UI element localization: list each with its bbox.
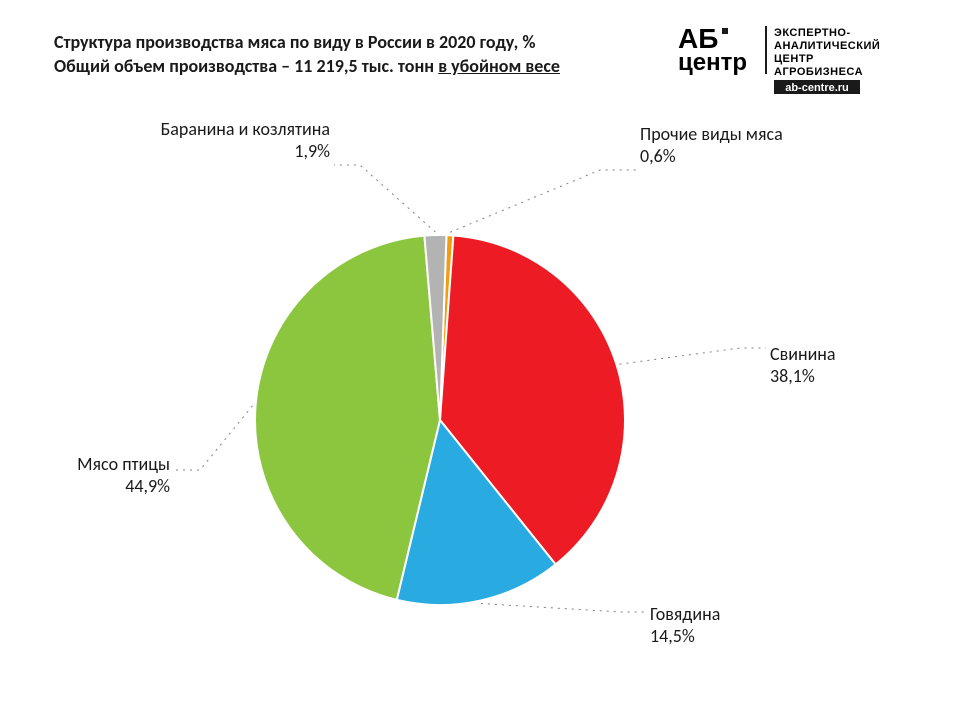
- leader-line: [450, 170, 636, 232]
- logo-dot-icon: [722, 28, 728, 34]
- logo-tag-4: АГРОБИЗНЕСА: [774, 66, 863, 78]
- slice-label-name: Прочие виды мяса: [640, 123, 783, 145]
- slice-label-pct: 14,5%: [650, 625, 695, 647]
- slice-label-name: Баранина и козлятина: [161, 118, 330, 140]
- logo: АБ центр ЭКСПЕРТНО- АНАЛИТИЧЕСКИЙ ЦЕНТР …: [678, 22, 928, 86]
- slice-label-pct: 0,6%: [640, 145, 676, 167]
- chart-title-line2: Общий объем производства – 11 219,5 тыс.…: [54, 54, 560, 78]
- logo-tag-1: ЭКСПЕРТНО-: [774, 27, 851, 39]
- page: Структура производства мяса по виду в Ро…: [0, 0, 960, 720]
- logo-tag-3: ЦЕНТР: [774, 53, 814, 65]
- chart-title-line1: Структура производства мяса по виду в Ро…: [54, 30, 560, 54]
- leader-line: [334, 165, 435, 232]
- logo-word: центр: [678, 49, 747, 76]
- pie-chart: Прочие виды мяса0,6% Свинина38,1% Говядина…: [0, 90, 960, 710]
- chart-title: Структура производства мяса по виду в Ро…: [54, 30, 560, 79]
- slice-label-pct: 38,1%: [770, 365, 815, 387]
- slice-label-name: Говядина: [650, 603, 720, 625]
- leader-line: [620, 348, 766, 364]
- slice-label-name: Мясо птицы: [77, 453, 170, 475]
- logo-tag-2: АНАЛИТИЧЕСКИЙ: [774, 39, 880, 52]
- slice-label-pct: 1,9%: [294, 140, 330, 162]
- slice-label-pct: 44,9%: [125, 475, 170, 497]
- leader-line: [174, 406, 253, 470]
- slice-label-name: Свинина: [770, 343, 836, 365]
- leader-line: [481, 603, 646, 612]
